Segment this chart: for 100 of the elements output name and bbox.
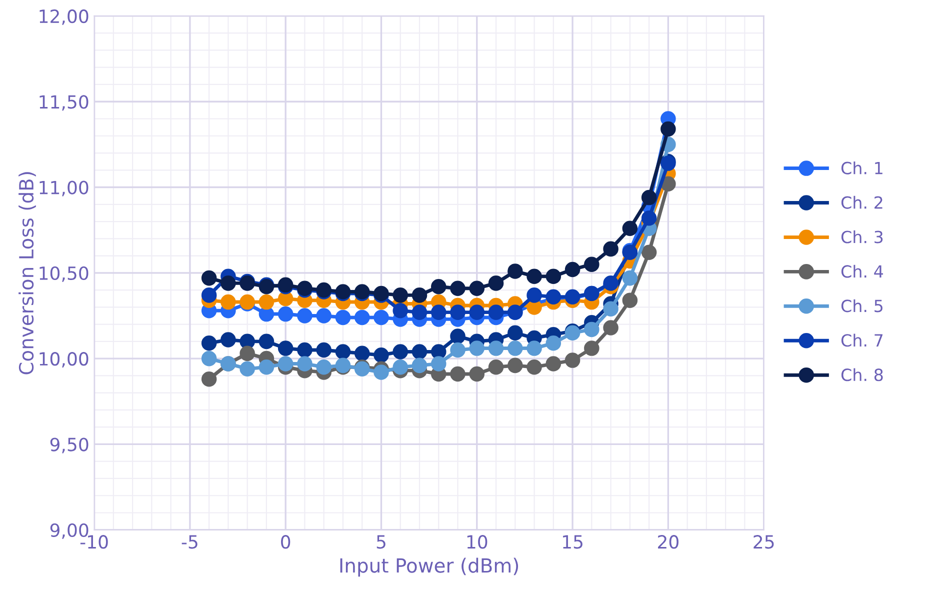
point: [450, 328, 466, 344]
point: [546, 356, 562, 372]
point: [430, 278, 446, 294]
point: [278, 306, 294, 322]
point: [335, 310, 351, 326]
point: [584, 322, 600, 338]
point: [278, 356, 294, 372]
point: [622, 270, 638, 286]
point: [450, 280, 466, 296]
x-tick-label: 10: [467, 535, 488, 549]
point: [508, 340, 523, 356]
x-tick-label: 5: [376, 535, 386, 549]
point: [603, 301, 618, 317]
point: [201, 336, 217, 351]
y-tick-label: 11,50: [40, 95, 88, 111]
point: [201, 270, 217, 286]
point: [564, 262, 580, 278]
point: [469, 366, 485, 382]
point: [526, 268, 542, 284]
point: [469, 280, 485, 296]
point: [603, 320, 618, 336]
point: [488, 304, 504, 320]
point: [430, 356, 446, 372]
y-tick-label: 10,50: [40, 266, 88, 282]
point: [641, 244, 657, 260]
point: [450, 304, 466, 320]
point: [641, 210, 657, 226]
y-tick-label: 9,50: [50, 438, 88, 454]
x-axis-title: Input Power (dBm): [340, 558, 518, 577]
point: [412, 304, 428, 320]
point: [564, 352, 580, 368]
point: [622, 292, 638, 308]
point: [240, 361, 255, 376]
point: [258, 334, 274, 350]
point: [546, 336, 562, 351]
x-tick-label: 15: [563, 535, 582, 549]
point: [278, 340, 294, 356]
point: [297, 342, 312, 358]
y-tick-label: 12,00: [40, 9, 88, 25]
point: [297, 356, 312, 372]
point: [201, 288, 217, 303]
point: [392, 344, 408, 360]
point: [450, 342, 466, 358]
point: [430, 304, 446, 320]
point: [297, 308, 312, 324]
point: [201, 371, 217, 387]
point: [546, 268, 562, 284]
point: [354, 310, 370, 326]
point: [412, 358, 428, 374]
point: [488, 276, 504, 291]
point: [660, 121, 676, 137]
point: [508, 325, 523, 341]
x-tick-label: 25: [754, 535, 774, 549]
point: [412, 288, 428, 303]
point: [220, 276, 236, 291]
point: [584, 256, 600, 272]
point: [526, 360, 542, 375]
point: [374, 364, 389, 380]
point: [488, 360, 504, 375]
point: [316, 360, 332, 375]
legend-label: Ch. 4: [841, 264, 883, 278]
point: [316, 342, 332, 358]
x-tick-label: 20: [658, 535, 678, 549]
point: [508, 358, 523, 374]
point: [374, 310, 389, 326]
point: [258, 294, 274, 310]
point: [450, 366, 466, 382]
y-axis-title: Conversion Loss (dB): [18, 172, 36, 374]
point: [201, 350, 217, 366]
point: [603, 241, 618, 257]
point: [258, 360, 274, 375]
point: [374, 348, 389, 363]
point: [392, 288, 408, 303]
point: [488, 340, 504, 356]
point: [469, 304, 485, 320]
point: [469, 340, 485, 356]
point: [584, 340, 600, 356]
legend-label: Ch. 1: [841, 161, 882, 174]
point: [316, 308, 332, 324]
point: [335, 344, 351, 360]
point: [240, 346, 255, 362]
legend-label: Ch. 8: [841, 368, 883, 382]
legend-label: Ch. 3: [841, 230, 883, 244]
point: [412, 344, 428, 360]
point: [622, 220, 638, 236]
point: [354, 346, 370, 362]
legend-label: Ch. 5: [841, 299, 882, 312]
point: [392, 302, 408, 318]
legend-label: Ch. 7: [841, 334, 882, 347]
point: [641, 190, 657, 206]
point: [508, 264, 523, 279]
point: [220, 294, 236, 310]
x-tick-label: 0: [281, 535, 290, 549]
y-tick-label: 10,00: [40, 352, 88, 368]
legend-label: Ch. 2: [841, 196, 882, 209]
point: [220, 332, 236, 348]
y-tick-label: 11,00: [40, 180, 88, 196]
point: [526, 340, 542, 356]
point: [526, 288, 542, 303]
point: [392, 360, 408, 375]
